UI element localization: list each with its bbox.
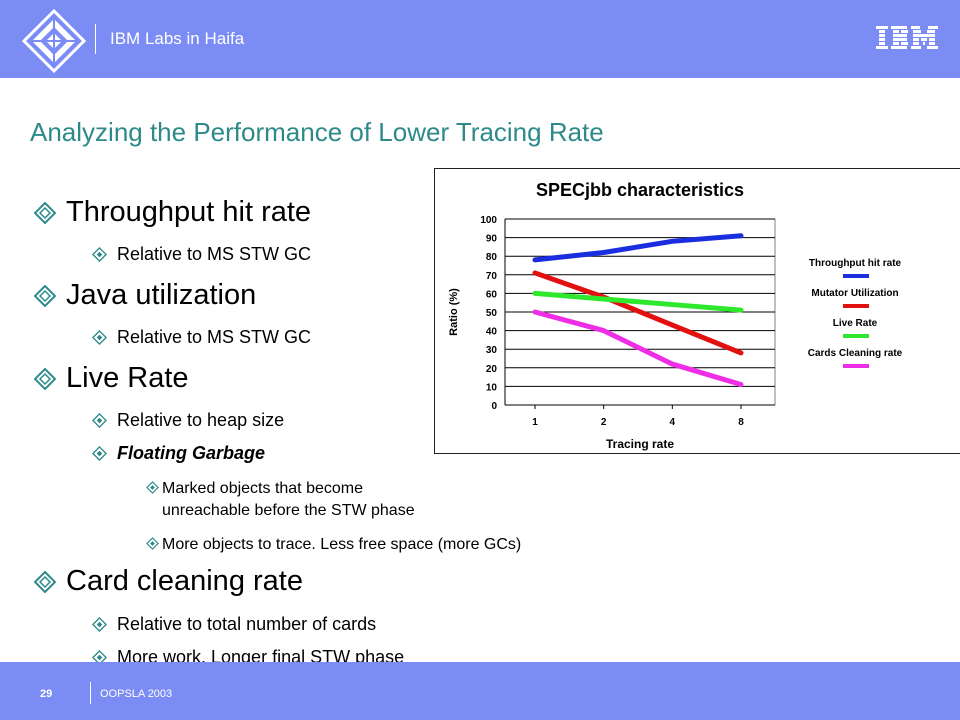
y-tick-label: 0 bbox=[491, 401, 497, 412]
diamond-bullet-icon bbox=[34, 201, 56, 224]
bullet-text-line: Marked objects that become bbox=[162, 480, 363, 497]
x-tick-label: 2 bbox=[601, 417, 607, 428]
x-tick-label: 8 bbox=[738, 417, 744, 428]
bullet-card-cleaning: Card cleaning rate bbox=[34, 565, 303, 598]
sub-bullet: Relative to MS STW GC bbox=[92, 327, 311, 348]
y-tick-label: 30 bbox=[486, 345, 498, 356]
bullet-text: More objects to trace. Less free space (… bbox=[162, 536, 522, 553]
bullet-java-utilization: Java utilization bbox=[34, 279, 256, 312]
sub-sub-bullet: More objects to trace. Less free space (… bbox=[146, 534, 521, 556]
diamond-bullet-icon bbox=[146, 481, 159, 494]
series-line bbox=[532, 233, 744, 263]
bullet-text-line: unreachable before the STW phase bbox=[162, 502, 415, 519]
series-line bbox=[532, 290, 744, 313]
y-axis-label: Ratio (%) bbox=[448, 288, 460, 336]
slide-title: Analyzing the Performance of Lower Traci… bbox=[30, 117, 604, 147]
bullet-text: Card cleaning rate bbox=[66, 565, 303, 597]
y-tick-label: 100 bbox=[480, 215, 497, 226]
y-tick-label: 90 bbox=[486, 234, 498, 245]
sub-bullet: Relative to MS STW GC bbox=[92, 244, 311, 265]
sub-bullet: Relative to total number of cards bbox=[92, 614, 376, 635]
header-bar: IBM Labs in Haifa bbox=[0, 0, 960, 78]
series-line bbox=[532, 309, 744, 388]
bullet-text: Floating Garbage bbox=[117, 443, 266, 463]
chart-title: SPECjbb characteristics bbox=[536, 180, 744, 200]
y-tick-label: 80 bbox=[486, 252, 498, 263]
footer-divider bbox=[90, 682, 91, 704]
legend-label: Live Rate bbox=[833, 318, 878, 329]
page-number: 29 bbox=[40, 688, 53, 700]
diamond-bullet-icon bbox=[146, 537, 159, 550]
footer-bar bbox=[0, 662, 960, 720]
diamond-bullet-icon bbox=[34, 284, 56, 307]
diamond-bullet-icon bbox=[34, 367, 56, 390]
legend-label: Throughput hit rate bbox=[809, 258, 902, 269]
sub-sub-bullet: Marked objects that become unreachable b… bbox=[146, 478, 415, 522]
bullet-text: Relative to total number of cards bbox=[117, 614, 377, 634]
x-axis-label: Tracing rate bbox=[606, 437, 674, 451]
bullet-text: Live Rate bbox=[66, 362, 189, 394]
x-tick-label: 4 bbox=[670, 417, 676, 428]
bullet-text: Throughput hit rate bbox=[66, 196, 312, 228]
chart-panel: SPECjbb characteristics 0 10 20 30 40 50 60 70 80… bbox=[434, 168, 960, 454]
haifa-diamond-logo-icon bbox=[22, 9, 86, 73]
series-line bbox=[532, 270, 744, 356]
diamond-bullet-icon bbox=[34, 570, 56, 593]
diamond-bullet-icon bbox=[92, 330, 107, 345]
sub-bullet: Relative to heap size bbox=[92, 410, 284, 431]
y-tick-label: 40 bbox=[486, 327, 498, 338]
bullet-text: Relative to heap size bbox=[117, 410, 285, 430]
diamond-bullet-icon bbox=[92, 247, 107, 262]
bullet-text: Relative to MS STW GC bbox=[117, 327, 312, 347]
legend-label: Mutator Utilization bbox=[811, 288, 898, 299]
diamond-bullet-icon bbox=[92, 617, 107, 632]
y-tick-label: 50 bbox=[486, 308, 498, 319]
sub-bullet-floating-garbage: Floating Garbage bbox=[92, 443, 265, 464]
bullet-live-rate: Live Rate bbox=[34, 362, 189, 395]
legend-label: Cards Cleaning rate bbox=[808, 348, 903, 359]
line-chart: SPECjbb characteristics 0 10 20 30 40 50 60 70 80… bbox=[448, 180, 903, 451]
header-divider bbox=[95, 24, 96, 54]
diamond-bullet-icon bbox=[92, 413, 107, 428]
bullet-throughput: Throughput hit rate bbox=[34, 196, 311, 229]
bullet-text: Java utilization bbox=[66, 279, 257, 311]
y-tick-label: 20 bbox=[486, 364, 498, 375]
conference-name: OOPSLA 2003 bbox=[100, 688, 173, 700]
y-tick-label: 10 bbox=[486, 382, 498, 393]
bullet-text: Relative to MS STW GC bbox=[117, 244, 312, 264]
ibm-logo-icon bbox=[876, 26, 938, 49]
x-tick-label: 1 bbox=[532, 417, 538, 428]
lab-name: IBM Labs in Haifa bbox=[110, 29, 245, 48]
y-tick-label: 70 bbox=[486, 271, 498, 282]
y-tick-label: 60 bbox=[486, 289, 498, 300]
diamond-bullet-icon bbox=[92, 446, 107, 461]
